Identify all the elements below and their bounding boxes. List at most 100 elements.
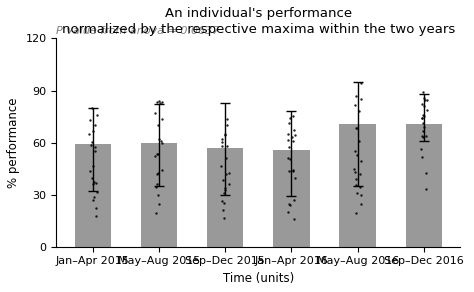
Point bbox=[155, 99, 163, 104]
Point bbox=[356, 172, 364, 177]
Point bbox=[91, 123, 99, 127]
Point bbox=[353, 93, 360, 98]
Point bbox=[153, 151, 160, 156]
Point bbox=[154, 123, 162, 127]
Point bbox=[352, 169, 359, 174]
Point bbox=[420, 114, 428, 119]
Point bbox=[155, 136, 163, 141]
Bar bbox=[141, 142, 177, 247]
Point bbox=[418, 154, 425, 159]
Point bbox=[353, 183, 360, 187]
Point bbox=[290, 168, 297, 173]
Point bbox=[85, 132, 93, 137]
Point bbox=[218, 164, 225, 168]
Point bbox=[422, 133, 430, 138]
Point bbox=[420, 125, 428, 129]
Point bbox=[223, 123, 231, 128]
Point bbox=[219, 178, 227, 183]
Point bbox=[288, 135, 296, 140]
Point bbox=[157, 139, 165, 143]
Point bbox=[357, 97, 365, 102]
Point bbox=[286, 202, 294, 207]
Point bbox=[153, 99, 161, 104]
Point bbox=[218, 136, 225, 141]
Point bbox=[421, 97, 429, 102]
Point bbox=[88, 140, 95, 145]
Point bbox=[92, 214, 100, 219]
Point bbox=[357, 81, 365, 86]
Point bbox=[420, 96, 428, 101]
Point bbox=[419, 90, 427, 94]
Point bbox=[290, 217, 297, 221]
Point bbox=[354, 126, 361, 130]
Point bbox=[90, 164, 97, 169]
Point bbox=[351, 166, 358, 171]
Point bbox=[289, 138, 297, 143]
Point bbox=[284, 155, 292, 160]
Point bbox=[91, 145, 99, 149]
Point bbox=[284, 132, 292, 137]
Point bbox=[422, 186, 430, 191]
Point bbox=[422, 170, 429, 175]
X-axis label: Time (units): Time (units) bbox=[223, 272, 294, 285]
Point bbox=[419, 129, 426, 134]
Point bbox=[220, 191, 228, 195]
Bar bbox=[75, 144, 111, 247]
Point bbox=[91, 195, 98, 199]
Bar bbox=[339, 124, 376, 247]
Point bbox=[292, 176, 299, 180]
Point bbox=[357, 202, 365, 207]
Point bbox=[356, 185, 364, 190]
Point bbox=[419, 135, 427, 139]
Point bbox=[355, 108, 363, 113]
Point bbox=[354, 191, 361, 196]
Point bbox=[155, 151, 162, 156]
Point bbox=[224, 117, 231, 121]
Point bbox=[418, 133, 426, 138]
Point bbox=[352, 148, 359, 153]
Point bbox=[92, 180, 100, 185]
Point bbox=[158, 168, 166, 172]
Point bbox=[353, 126, 360, 130]
Point bbox=[92, 206, 100, 210]
Point bbox=[87, 143, 95, 148]
Point bbox=[158, 140, 165, 145]
Point bbox=[153, 184, 160, 189]
Point bbox=[357, 158, 365, 163]
Point bbox=[152, 111, 159, 115]
Point bbox=[158, 117, 166, 121]
Title: An individual's performance
normalized by the respective maxima within the two y: An individual's performance normalized b… bbox=[62, 7, 455, 36]
Point bbox=[153, 171, 161, 176]
Point bbox=[286, 116, 293, 121]
Point bbox=[221, 133, 228, 138]
Point bbox=[286, 157, 294, 161]
Bar bbox=[207, 148, 244, 247]
Point bbox=[222, 172, 229, 176]
Point bbox=[152, 154, 159, 159]
Bar bbox=[406, 124, 442, 247]
Point bbox=[292, 132, 299, 137]
Point bbox=[290, 114, 297, 118]
Point bbox=[357, 193, 365, 197]
Point bbox=[156, 101, 164, 105]
Point bbox=[89, 129, 97, 133]
Point bbox=[155, 193, 162, 197]
Point bbox=[424, 98, 431, 102]
Point bbox=[90, 180, 97, 184]
Point bbox=[154, 171, 162, 175]
Point bbox=[218, 199, 226, 203]
Point bbox=[152, 211, 160, 216]
Point bbox=[222, 186, 229, 191]
Point bbox=[354, 153, 361, 158]
Point bbox=[221, 188, 228, 193]
Point bbox=[88, 175, 96, 180]
Point bbox=[285, 121, 292, 126]
Point bbox=[220, 216, 228, 220]
Point bbox=[284, 209, 292, 214]
Point bbox=[420, 104, 428, 108]
Point bbox=[353, 176, 360, 181]
Point bbox=[89, 181, 97, 186]
Point bbox=[285, 144, 293, 149]
Point bbox=[93, 112, 100, 117]
Point bbox=[222, 156, 229, 160]
